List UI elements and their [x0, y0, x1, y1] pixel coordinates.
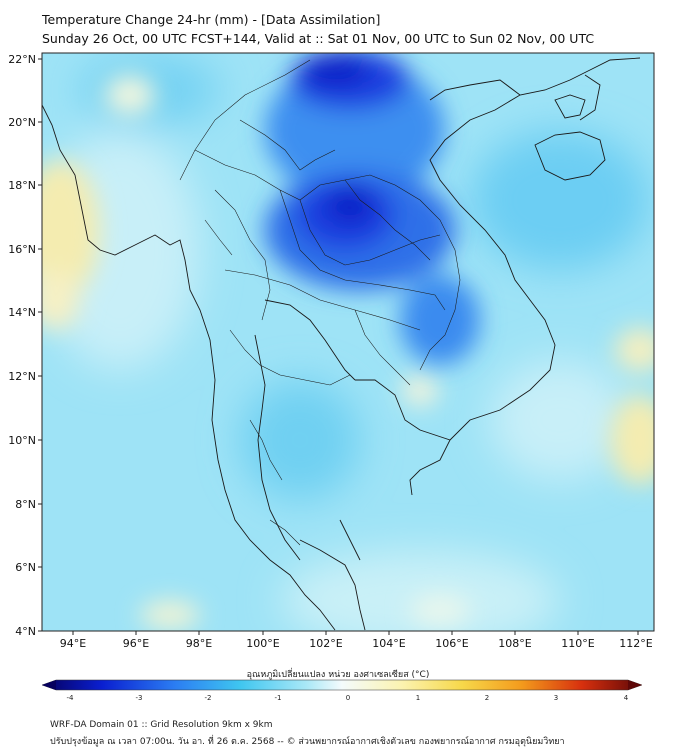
- colorbar-tick: 4: [624, 694, 629, 702]
- colorbar-tick: -3: [136, 694, 143, 702]
- temperature-field: [42, 53, 654, 631]
- lon-label: 104°E: [372, 637, 405, 650]
- lon-label: 106°E: [435, 637, 468, 650]
- lon-label: 110°E: [561, 637, 594, 650]
- colorbar-tick: 1: [416, 694, 420, 702]
- colorbar-tick: 0: [346, 694, 350, 702]
- latitude-labels: 22°N 20°N 18°N 16°N 14°N 12°N 10°N 8°N 6…: [8, 53, 36, 638]
- colorbar-tick: 3: [554, 694, 558, 702]
- colorbar: -4 -3 -2 -1 0 1 2 3 4: [41, 679, 643, 702]
- colorbar-title: อุณหภูมิเปลี่ยนแปลง หน่วย องศาเซลเซียส (…: [246, 670, 430, 680]
- lon-label: 98°E: [186, 637, 212, 650]
- footer-credit: ปรับปรุงข้อมูล ณ เวลา 07:00น. วัน อา. ที…: [50, 737, 565, 747]
- lon-label: 100°E: [246, 637, 279, 650]
- colorbar-tick: 2: [485, 694, 489, 702]
- lon-label: 112°E: [619, 637, 652, 650]
- colorbar-tick: -1: [275, 694, 282, 702]
- lat-label: 22°N: [8, 53, 36, 66]
- colorbar-min-arrow: [42, 680, 56, 690]
- map-title: Temperature Change 24-hr (mm) - [Data As…: [42, 12, 381, 27]
- province-borders: [179, 59, 461, 546]
- lon-label: 96°E: [123, 637, 149, 650]
- colorbar-max-arrow: [628, 680, 642, 690]
- lat-label: 18°N: [8, 179, 36, 192]
- longitude-labels: 94°E 96°E 98°E 100°E 102°E 104°E 106°E 1…: [60, 637, 653, 650]
- map-frame: [41, 52, 655, 632]
- lat-label: 8°N: [15, 498, 36, 511]
- lat-label: 6°N: [15, 561, 36, 574]
- lat-label: 14°N: [8, 306, 36, 319]
- axis-ticks: [38, 58, 639, 635]
- lon-label: 102°E: [309, 637, 342, 650]
- coastlines: [42, 57, 641, 631]
- footer-model-info: WRF-DA Domain 01 :: Grid Resolution 9km …: [50, 720, 273, 730]
- map-subtitle: Sunday 26 Oct, 00 UTC FCST+144, Valid at…: [42, 31, 595, 46]
- colorbar-tick: -4: [67, 694, 75, 702]
- lat-label: 12°N: [8, 370, 36, 383]
- colorbar-scale: [41, 679, 643, 691]
- lat-label: 4°N: [15, 625, 36, 638]
- lon-label: 94°E: [60, 637, 86, 650]
- colorbar-tick: -2: [205, 694, 212, 702]
- lat-label: 20°N: [8, 116, 36, 129]
- lat-label: 10°N: [8, 434, 36, 447]
- lon-label: 108°E: [498, 637, 531, 650]
- lat-label: 16°N: [8, 243, 36, 256]
